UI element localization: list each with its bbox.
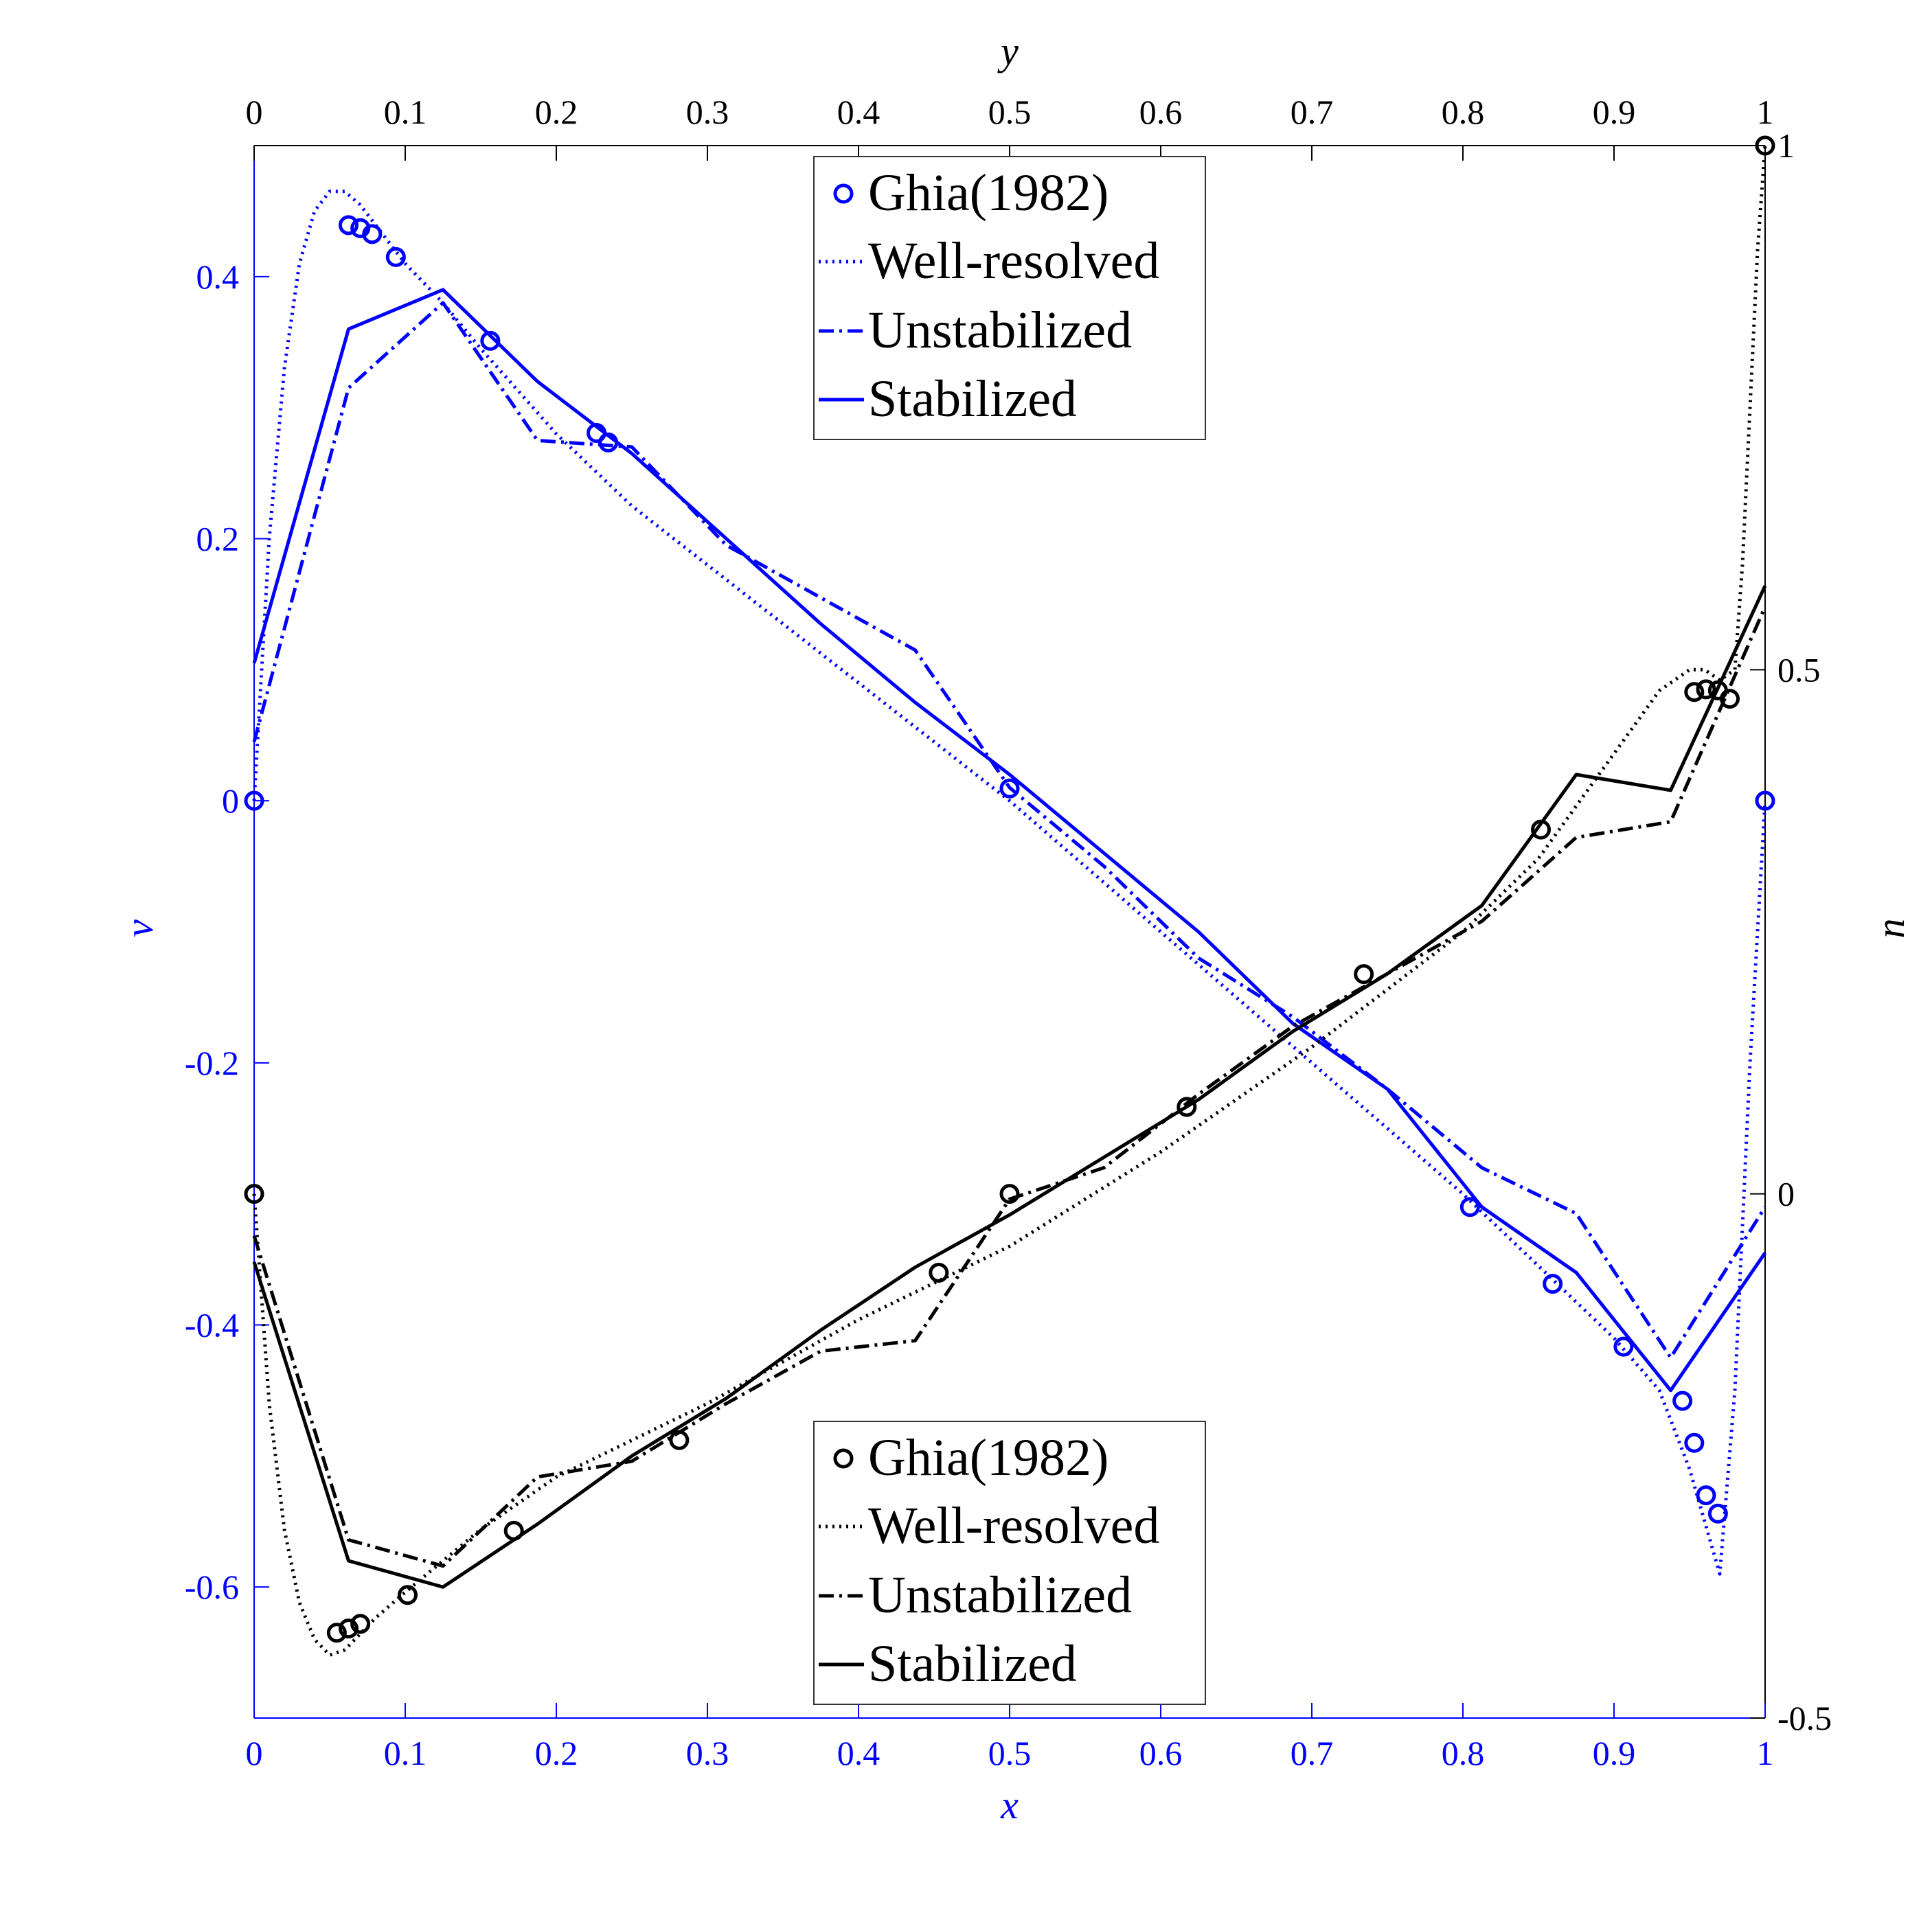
data-point-u-ghia (929, 1262, 949, 1283)
u-tick-label: 0.5 (1777, 650, 1821, 689)
v-tick-label: -0.2 (185, 1044, 239, 1082)
y-top-tick-label: 0.5 (988, 93, 1032, 131)
data-point-v-ghia (480, 330, 501, 351)
x-tick-label: 0.1 (384, 1734, 427, 1772)
data-point-u-ghia (1696, 679, 1716, 700)
series-u-stabilized-line (252, 585, 1767, 1589)
u-tick-label: 0 (1777, 1175, 1795, 1213)
y-top-tick-label: 0 (246, 93, 263, 131)
data-point-v-ghia (1755, 790, 1775, 811)
data-point-v-ghia (339, 215, 359, 236)
y-top-tick-label: 1 (1757, 93, 1774, 131)
u-axis-label: u (1876, 919, 1921, 939)
data-point-u-ghia (326, 1623, 347, 1643)
data-point-v-ghia (362, 224, 383, 244)
data-point-u-ghia (999, 1184, 1020, 1204)
data-point-u-ghia (350, 1614, 371, 1634)
u-tick-label: 1 (1777, 126, 1795, 165)
series-u-ghia-1982-markers (244, 135, 1775, 1643)
series-v-stabilized-line (252, 288, 1767, 1393)
data-point-u-ghia (1720, 689, 1740, 709)
x-tick-label: 0.8 (1442, 1734, 1485, 1772)
data-point-v-ghia (1684, 1432, 1705, 1453)
legend-u-marker-ghia (833, 1448, 854, 1469)
legend-v-box (813, 156, 1206, 440)
x-tick-label: 0.7 (1291, 1734, 1334, 1772)
v-axis-label: v (117, 919, 161, 937)
legend-v-label-unstabilized: Unstabilized (868, 301, 1132, 359)
data-point-u-ghia (1354, 964, 1374, 985)
data-point-v-ghia (385, 247, 406, 267)
data-point-u-ghia (1684, 682, 1705, 702)
legend-u-label-unstabilized: Unstabilized (868, 1566, 1132, 1624)
legend-v-label-well-resolved: Well-resolved (868, 232, 1159, 290)
legend-u-label-well-resolved: Well-resolved (868, 1497, 1159, 1555)
data-point-v-ghia (999, 778, 1020, 799)
x-tick-label: 0.4 (837, 1734, 880, 1772)
data-point-u-ghia (1177, 1097, 1197, 1117)
v-tick-label: -0.6 (185, 1568, 239, 1606)
y-top-axis-label: y (997, 29, 1019, 73)
v-tick-label: 0.4 (196, 258, 240, 296)
y-top-tick-label: 0.3 (686, 93, 729, 131)
x-tick-label: 0.3 (686, 1734, 729, 1772)
series-v-well-resolved-line (252, 190, 1767, 1576)
legend-v-label-stabilized: Stabilized (868, 370, 1077, 428)
series-v-unstabilized-line (252, 301, 1767, 1360)
x-tick-label: 0.9 (1593, 1734, 1636, 1772)
y-top-tick-label: 0.7 (1291, 93, 1334, 131)
data-point-u-ghia (398, 1585, 418, 1605)
x-tick-label: 1 (1757, 1734, 1774, 1772)
data-point-v-ghia (1543, 1274, 1563, 1294)
x-axis-label: x (1000, 1783, 1019, 1827)
x-tick-label: 0 (246, 1734, 263, 1772)
data-point-v-ghia (1459, 1197, 1480, 1217)
y-top-tick-label: 0.6 (1139, 93, 1183, 131)
legend-v-label-ghia: Ghia(1982) (868, 164, 1109, 222)
data-point-v-ghia (1696, 1485, 1716, 1506)
x-tick-label: 0.6 (1139, 1734, 1183, 1772)
data-point-v-ghia (1672, 1391, 1693, 1411)
series-u-unstabilized-line (252, 606, 1767, 1568)
y-top-tick-label: 0.8 (1442, 93, 1485, 131)
series-v-ghia-1982-markers (244, 215, 1775, 1524)
x-tick-label: 0.5 (988, 1734, 1032, 1772)
v-tick-label: -0.4 (185, 1306, 239, 1344)
legend-u-box (813, 1421, 1206, 1705)
x-tick-label: 0.2 (535, 1734, 578, 1772)
legend-v-marker-ghia (833, 183, 854, 204)
y-top-tick-label: 0.2 (535, 93, 578, 131)
legend-u: Ghia(1982) Well-resolved Unstabilized St… (813, 1421, 1206, 1705)
u-tick-label: -0.5 (1777, 1699, 1832, 1737)
v-tick-label: 0.2 (196, 520, 240, 558)
legend-u-label-ghia: Ghia(1982) (868, 1429, 1109, 1487)
data-point-u-ghia (339, 1618, 359, 1639)
tick-labels: 0 0.1 0.2 0.3 0.4 0.5 0.6 0.7 0.8 0.9 1 0 0.1 0.2 0.3 0… (185, 93, 1832, 1772)
legend-v: Ghia(1982) Well-resolved Unstabilized St… (813, 156, 1206, 440)
y-top-tick-label: 0.4 (837, 93, 880, 131)
axis-labels: x y v u (117, 29, 1921, 1827)
y-top-tick-label: 0.1 (384, 93, 427, 131)
legend-u-label-stabilized: Stabilized (868, 1635, 1077, 1693)
series-layer (244, 135, 1775, 1657)
v-tick-label: 0 (222, 781, 239, 820)
y-top-tick-label: 0.9 (1593, 93, 1636, 131)
data-point-v-ghia (1613, 1336, 1634, 1357)
